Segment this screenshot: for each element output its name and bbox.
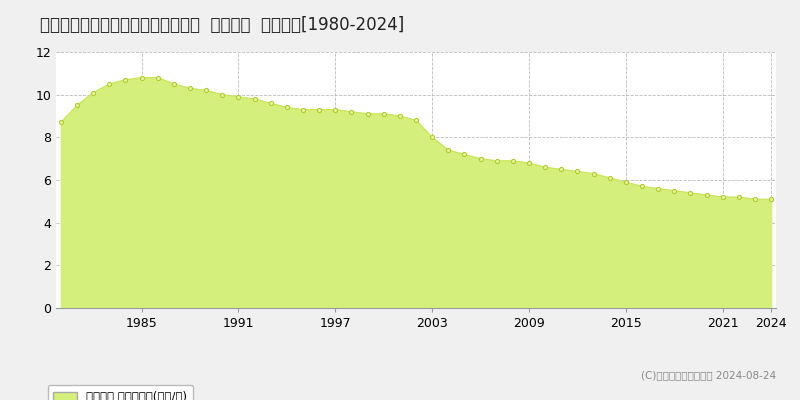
Legend: 地価公示 平均坪単価(万円/坪): 地価公示 平均坪単価(万円/坪) <box>47 385 194 400</box>
Text: 北海道登別市常盤町１丁目３１番２  地価公示  地価推移[1980-2024]: 北海道登別市常盤町１丁目３１番２ 地価公示 地価推移[1980-2024] <box>40 16 404 34</box>
Text: (C)土地価格ドットコム 2024-08-24: (C)土地価格ドットコム 2024-08-24 <box>641 370 776 380</box>
